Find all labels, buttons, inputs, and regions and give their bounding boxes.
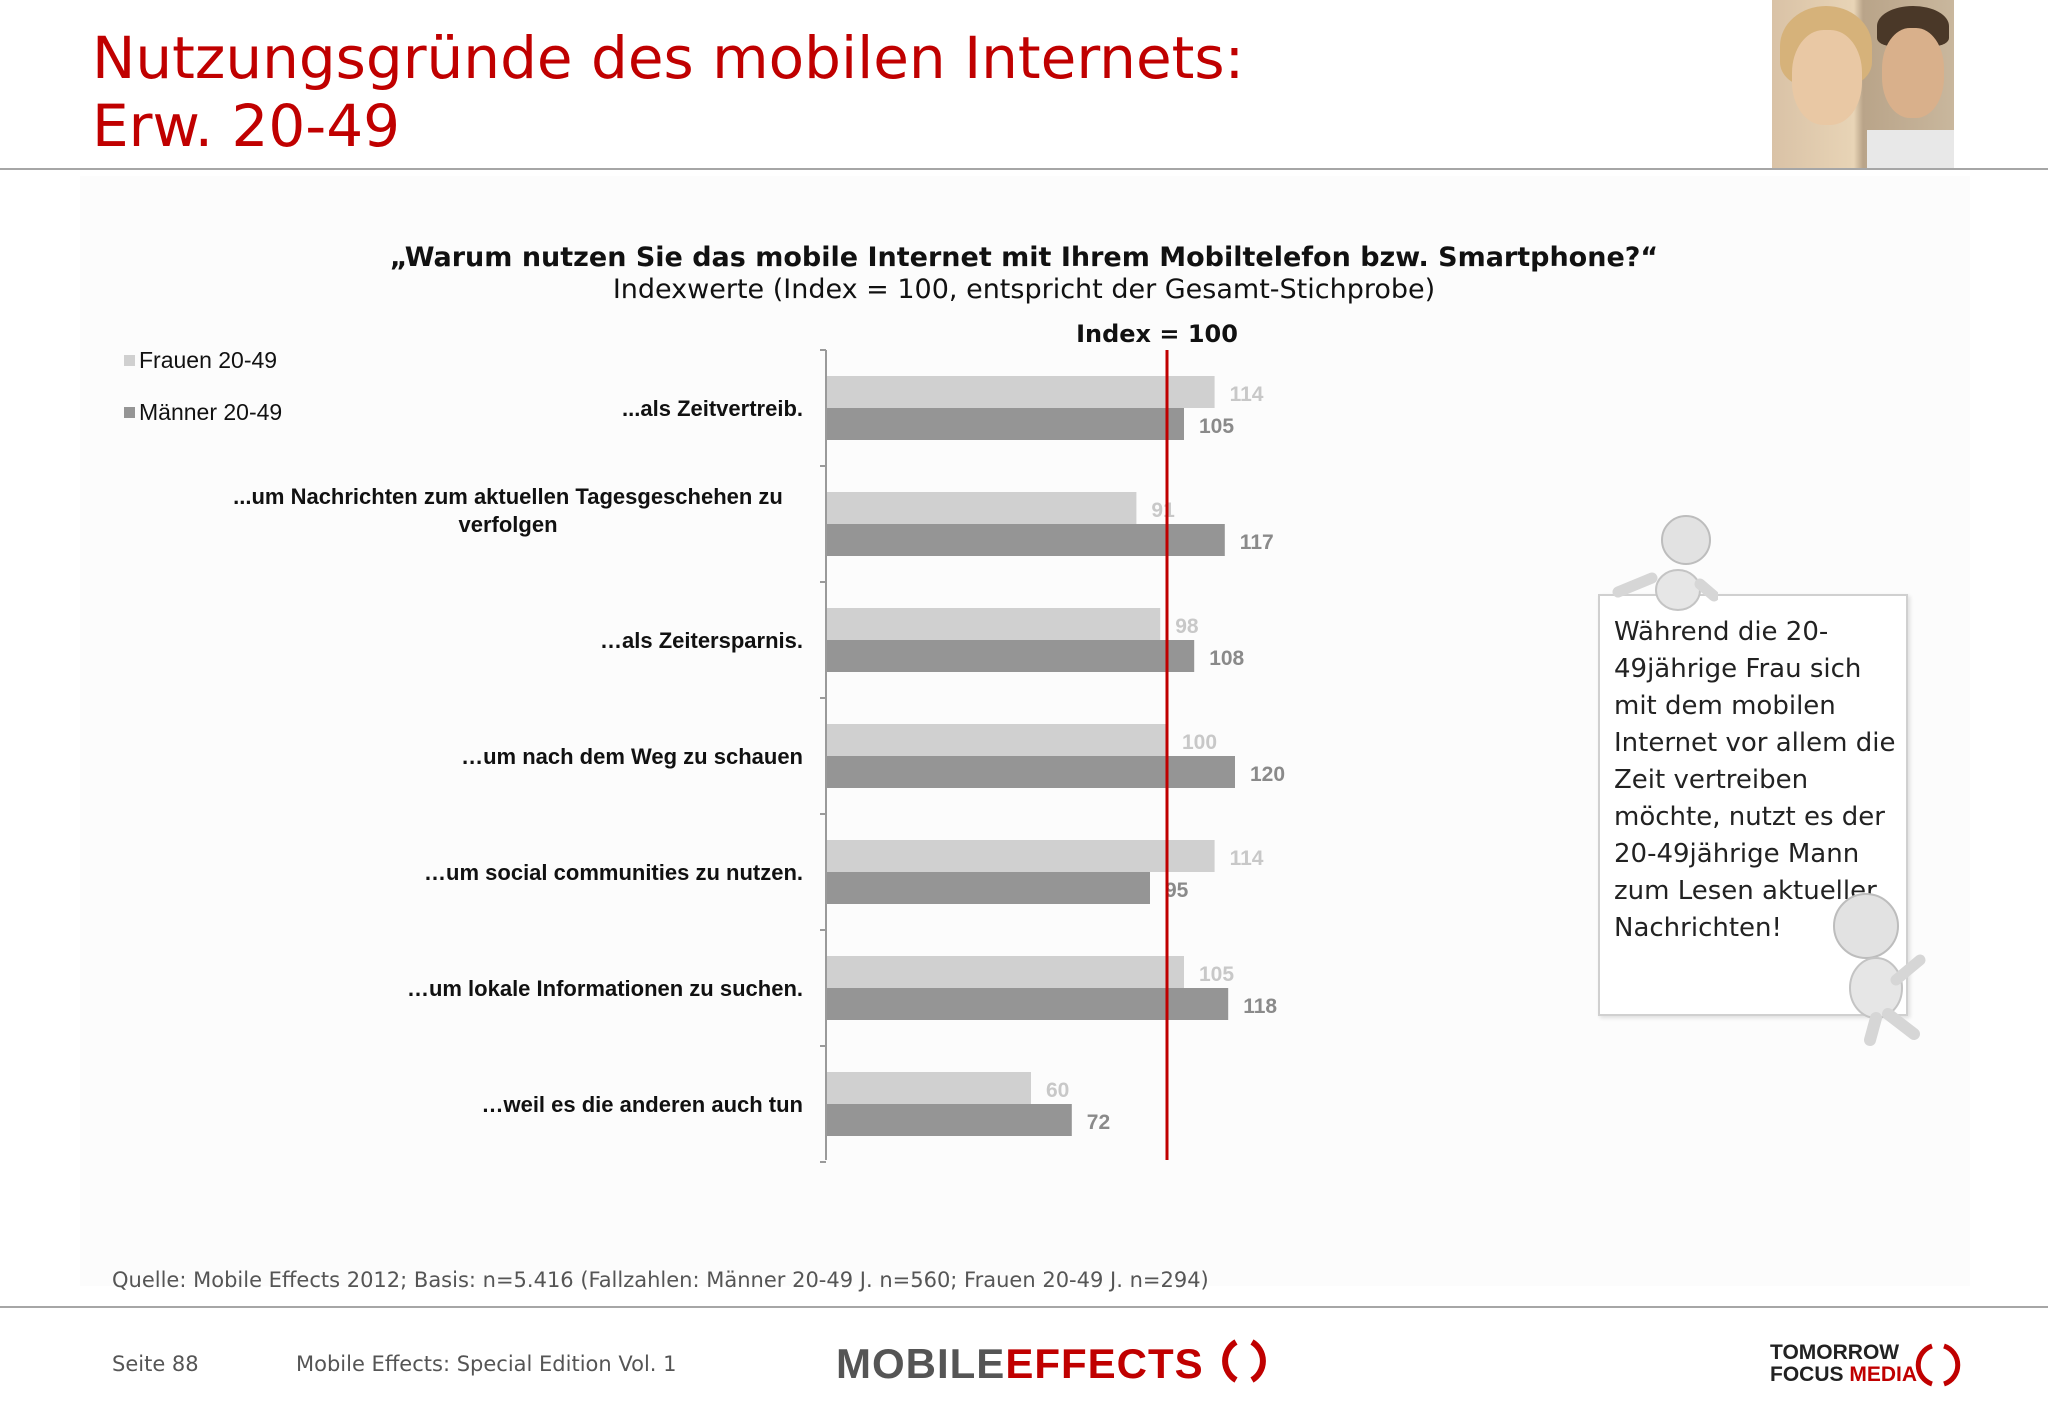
footer-divider: [0, 1306, 2048, 1308]
page-number: Seite 88: [112, 1352, 199, 1376]
category-label: …um lokale Informationen zu suchen.: [407, 976, 803, 1001]
data-label-frauen: 100: [1182, 731, 1217, 754]
bar-maenner: [827, 524, 1225, 556]
category-label: …als Zeitersparnis.: [600, 628, 803, 653]
data-label-maenner: 95: [1165, 879, 1189, 902]
header-divider: [0, 168, 2048, 170]
mobile-effects-logo: MOBILEEFFECTS: [836, 1336, 1274, 1388]
figure-top-icon: [1612, 515, 1718, 611]
bar-maenner: [827, 1104, 1072, 1136]
slide-title-line1: Nutzungsgründe des mobilen Internets:: [92, 24, 1245, 92]
slide-title: Nutzungsgründe des mobilen Internets: Er…: [92, 24, 1244, 160]
data-label-maenner: 117: [1240, 531, 1274, 554]
bar-frauen: [827, 376, 1215, 408]
bar-maenner: [827, 988, 1229, 1020]
data-label-maenner: 118: [1243, 995, 1277, 1018]
bar-frauen: [827, 956, 1184, 988]
slide-title-line2: Erw. 20-49: [92, 92, 401, 160]
bar-frauen: [827, 608, 1161, 640]
bar-frauen: [827, 840, 1215, 872]
data-label-maenner: 105: [1199, 415, 1234, 438]
tomorrow-focus-logo: TOMORROW FOCUS MEDIA: [1770, 1342, 1961, 1387]
data-label-frauen: 114: [1230, 383, 1264, 406]
legend-label-frauen: Frauen 20-49: [139, 346, 278, 373]
bar-frauen: [827, 724, 1167, 756]
data-label-frauen: 60: [1046, 1079, 1069, 1102]
legend-item-frauen: Frauen 20-49: [124, 334, 282, 386]
bar-maenner: [827, 872, 1150, 904]
bar-maenner: [827, 756, 1235, 788]
bar-maenner: [827, 640, 1195, 672]
chart-subtitle: Indexwerte (Index = 100, entspricht der …: [612, 274, 1436, 305]
legend-swatch-frauen: [124, 354, 135, 366]
data-label-maenner: 108: [1209, 647, 1244, 670]
note-text: Während die 20-49jährige Frau sich mit d…: [1614, 617, 1896, 943]
reference-line-label: Index = 100: [1076, 320, 1238, 348]
legend-item-maenner: Männer 20-49: [124, 386, 282, 438]
edition-label: Mobile Effects: Special Edition Vol. 1: [296, 1352, 677, 1376]
category-label: ...um Nachrichten zum aktuellen Tagesges…: [233, 484, 783, 537]
category-label: …um nach dem Weg zu schauen: [461, 744, 803, 769]
header-photo: [1772, 0, 1954, 168]
data-label-maenner: 72: [1087, 1111, 1110, 1134]
bar-maenner: [827, 408, 1184, 440]
data-label-frauen: 98: [1175, 615, 1199, 638]
category-label: …um social communities zu nutzen.: [424, 860, 803, 885]
data-label-frauen: 105: [1199, 963, 1234, 986]
data-label-maenner: 120: [1250, 763, 1285, 786]
tf-bracket-icon: [1915, 1343, 1961, 1387]
logo-bracket-icon: [1222, 1339, 1267, 1383]
bar-frauen: [827, 1072, 1031, 1104]
data-label-frauen: 114: [1230, 847, 1264, 870]
data-label-frauen: 91: [1151, 499, 1175, 522]
category-label: …weil es die anderen auch tun: [481, 1092, 803, 1117]
chart-question: „Warum nutzen Sie das mobile Internet mi…: [389, 242, 1659, 273]
legend-swatch-maenner: [124, 406, 135, 418]
bar-frauen: [827, 492, 1137, 524]
source-note: Quelle: Mobile Effects 2012; Basis: n=5.…: [112, 1268, 1209, 1292]
chart-legend: Frauen 20-49 Männer 20-49: [124, 334, 282, 438]
category-label: ...als Zeitvertreib.: [622, 396, 803, 421]
figure-bottom-icon: [1833, 893, 1926, 1046]
legend-label-maenner: Männer 20-49: [139, 398, 283, 425]
